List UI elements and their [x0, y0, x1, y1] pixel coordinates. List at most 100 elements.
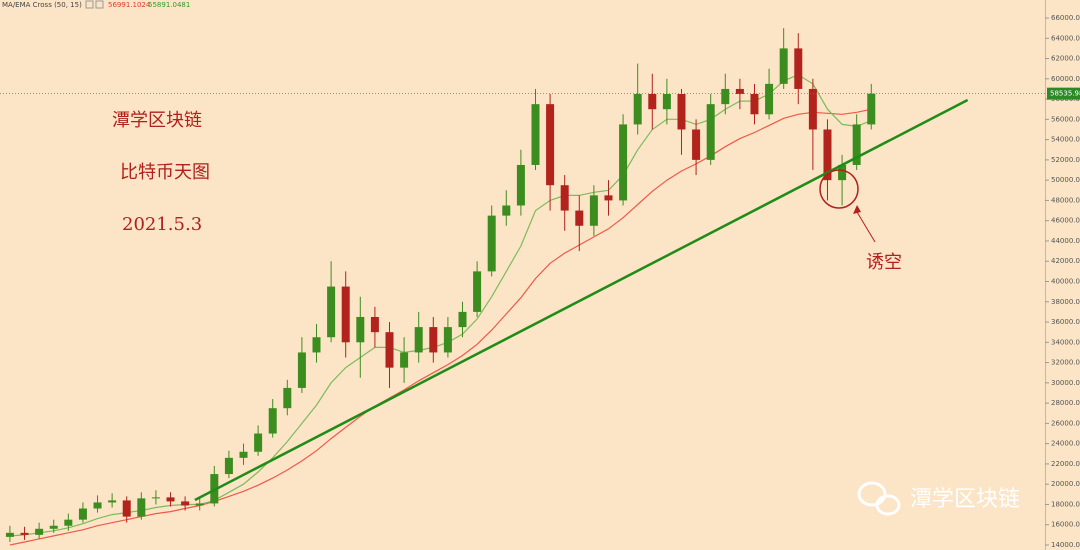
y-tick-label: 24000.00	[1051, 440, 1080, 448]
candle-body	[750, 94, 759, 115]
candle-body	[692, 129, 701, 160]
candle-body	[648, 94, 657, 110]
candle-body	[166, 497, 175, 502]
candle-body	[64, 519, 73, 526]
annotation: 诱空	[866, 252, 902, 273]
candle-body	[356, 316, 365, 343]
candle-body	[735, 88, 744, 95]
candle-body	[5, 532, 14, 537]
candle-body	[852, 124, 861, 165]
candle-body	[546, 104, 555, 186]
y-tick-label: 52000.00	[1051, 156, 1080, 164]
candle-body	[254, 433, 263, 452]
candle-body	[49, 525, 58, 529]
candle-body	[823, 129, 832, 181]
plot: 14000.00 16000.00 18000.00 20000.00 22000.00…	[0, 14, 1080, 549]
y-tick-label: 60000.00	[1051, 75, 1080, 83]
y-tick-label: 36000.00	[1051, 318, 1080, 326]
candle-body	[108, 500, 117, 503]
watermark-icon	[857, 481, 901, 516]
candle-body	[35, 528, 44, 535]
candle-body	[341, 286, 350, 343]
annotation: 比特币天图	[120, 162, 210, 183]
candle-body	[297, 352, 306, 388]
candle-body	[181, 501, 190, 506]
y-tick-label: 14000.00	[1051, 541, 1080, 549]
candle-body	[677, 94, 686, 130]
y-tick-label: 40000.00	[1051, 278, 1080, 286]
candle-body	[473, 271, 482, 312]
candle-body	[151, 497, 160, 499]
candle-body	[633, 94, 642, 125]
candle-body	[239, 451, 248, 458]
candle-body	[838, 164, 847, 181]
indicator-value: 56991.1024	[108, 1, 151, 9]
y-tick-label: 38000.00	[1051, 298, 1080, 306]
candle-body	[560, 185, 569, 211]
indicator-value: 55891.0481	[148, 1, 190, 9]
icon	[85, 0, 94, 9]
candle-body	[400, 352, 409, 368]
indicator-label: MA/EMA Cross (50, 15)	[2, 1, 82, 9]
y-tick-label: 56000.00	[1051, 115, 1080, 123]
y-tick-label: 46000.00	[1051, 217, 1080, 225]
y-tick-label: 64000.00	[1051, 34, 1080, 42]
y-tick-label: 44000.00	[1051, 237, 1080, 245]
candle-body	[765, 83, 774, 115]
candle-body	[575, 210, 584, 226]
candle-body	[706, 104, 715, 160]
candle-body	[385, 332, 394, 368]
y-tick-label: 20000.00	[1051, 480, 1080, 488]
candle-body	[312, 337, 321, 353]
y-tick-label: 42000.00	[1051, 257, 1080, 265]
candle-body	[867, 93, 876, 125]
candle-body	[414, 327, 423, 353]
trendline	[194, 98, 969, 502]
candle-body	[429, 327, 438, 353]
candle-body	[195, 503, 204, 506]
y-tick-label: 16000.00	[1051, 521, 1080, 529]
candle-body	[20, 532, 29, 535]
candle-body	[808, 88, 817, 130]
highlight-circle	[819, 169, 859, 209]
candle-body	[721, 88, 730, 105]
y-tick-label: 34000.00	[1051, 338, 1080, 346]
candle-body	[122, 500, 131, 517]
y-tick-label: 18000.00	[1051, 500, 1080, 508]
y-tick-label: 26000.00	[1051, 419, 1080, 427]
y-tick-label: 66000.00	[1051, 14, 1080, 22]
ma-line	[9, 74, 872, 537]
annotation: 2021.5.3	[122, 214, 202, 235]
last-price-box	[1047, 87, 1080, 100]
candle-body	[502, 205, 511, 216]
y-tick-label: 22000.00	[1051, 460, 1080, 468]
y-tick-label: 32000.00	[1051, 359, 1080, 367]
candle-body	[268, 408, 277, 434]
candle-body	[662, 94, 671, 110]
arrow-head	[853, 205, 861, 214]
candle-body	[283, 387, 292, 409]
candle-body	[589, 195, 598, 226]
candle-body	[779, 48, 788, 84]
last-price-label: 58535.98	[1050, 90, 1080, 98]
watermark: 潭学区块链	[910, 487, 1020, 512]
candle-body	[487, 215, 496, 272]
candle-body	[794, 48, 803, 89]
y-tick-label: 48000.00	[1051, 196, 1080, 204]
candle-body	[93, 502, 102, 509]
candle-body	[370, 316, 379, 333]
annotation: 潭学区块链	[112, 110, 202, 131]
candle-body	[604, 195, 613, 201]
candle-body	[327, 286, 336, 338]
candle-body	[458, 311, 467, 328]
candle-body	[78, 508, 87, 520]
candle-body	[443, 327, 452, 353]
ma-line	[9, 108, 872, 546]
candle-body	[137, 498, 146, 517]
candle-body	[531, 104, 540, 165]
y-tick-label: 50000.00	[1051, 176, 1080, 184]
y-tick-label: 54000.00	[1051, 136, 1080, 144]
candle-body	[516, 164, 525, 206]
